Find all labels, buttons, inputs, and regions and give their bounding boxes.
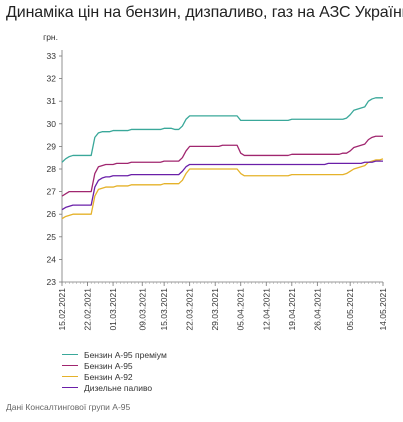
chart-axes: грн. 23 24 25 26 27 28 29 30 31 32 33 15.02.2021 22.0… [43,32,388,331]
x-tick-label: 12.04.2021 [261,288,271,331]
chart-legend: Бензин А-95 преміум Бензин А-95 Бензин А-9… [62,349,167,393]
legend-item: Бензин А-95 [62,360,167,371]
legend-label: Бензин А-95 преміум [84,349,167,360]
legend-swatch [62,365,78,366]
x-tick-label: 26.04.2021 [312,288,322,331]
legend-label: Бензин А-95 [84,360,133,371]
legend-swatch [62,354,78,355]
x-tick-label: 15.02.2021 [57,288,67,331]
y-tick-label: 31 [47,96,57,106]
legend-swatch [62,376,78,377]
x-tick-label: 05.05.2021 [345,288,355,331]
series-line-3 [61,158,384,220]
x-tick-label: 09.03.2021 [137,288,147,331]
legend-item: Бензин А-92 [62,371,167,382]
y-tick-label: 32 [47,74,57,84]
y-tick-label: 26 [47,209,57,219]
y-tick-label: 24 [47,254,57,264]
x-tick-label: 05.04.2021 [236,288,246,331]
y-tick-label: 33 [47,51,57,61]
y-axis-label: грн. [43,32,58,42]
y-tick-label: 29 [47,141,57,151]
y-tick-label: 28 [47,164,57,174]
legend-item: Бензин А-95 преміум [62,349,167,360]
y-tick-label: 27 [47,187,57,197]
x-tick-label: 14.05.2021 [378,288,388,331]
chart-series [61,97,384,220]
legend-label: Бензин А-92 [84,371,133,382]
legend-label: Дизельне паливо [84,382,153,393]
y-tick-label: 30 [47,119,57,129]
source-note: Дані Консалтингової групи А-95 [6,402,131,412]
legend-swatch [62,387,78,388]
legend-item: Дизельне паливо [62,382,167,393]
line-chart: грн. 23 24 25 26 27 28 29 30 31 32 33 15.02.2021 22.0… [43,32,388,331]
series-line-2 [61,135,383,197]
y-tick-label: 25 [47,232,57,242]
x-tick-label: 19.04.2021 [287,288,297,331]
x-tick-label: 22.03.2021 [185,288,195,331]
x-tick-label: 29.03.2021 [210,288,220,331]
x-tick-label: 01.03.2021 [108,288,118,331]
x-tick-label: 22.02.2021 [83,288,93,331]
series-line-1 [61,97,383,163]
series-line-4 [61,160,383,211]
y-tick-label: 23 [47,277,57,287]
x-tick-label: 15.03.2021 [159,288,169,331]
chart-title: Динаміка цін на бензин, дизпаливо, газ н… [6,4,403,21]
